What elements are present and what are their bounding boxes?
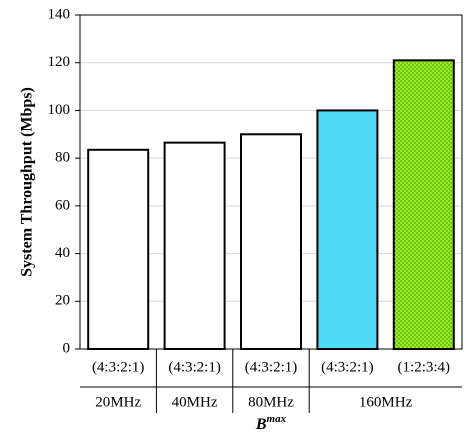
x-axis-title: Bmax <box>255 413 287 433</box>
x-tick-label: (1:2:3:4) <box>398 359 451 375</box>
x-axis-title-sup: max <box>267 413 287 425</box>
bar <box>163 141 226 350</box>
y-tick-label: 0 <box>63 340 71 356</box>
y-tick-label: 80 <box>55 150 70 166</box>
bar <box>392 59 455 350</box>
x-tick-label: (4:3:2:1) <box>92 359 145 375</box>
x-tick-label: (4:3:2:1) <box>168 359 221 375</box>
bar <box>240 133 302 350</box>
x-tick-label: (4:3:2:1) <box>321 359 374 375</box>
y-tick-label: 100 <box>48 102 71 118</box>
group-label: 160MHz <box>359 394 413 410</box>
y-tick-label: 20 <box>55 293 70 309</box>
y-tick-label: 60 <box>55 197 70 213</box>
bar <box>316 109 379 350</box>
x-axis-title-main: B <box>255 416 267 433</box>
y-tick-label: 140 <box>48 6 71 22</box>
x-tick-label: (4:3:2:1) <box>245 359 298 375</box>
y-tick-label: 40 <box>55 245 70 261</box>
y-axis-title: System Throughput (Mbps) <box>19 87 36 277</box>
group-label: 80MHz <box>248 394 294 410</box>
y-tick-label: 120 <box>48 54 71 70</box>
group-label: 40MHz <box>172 394 218 410</box>
bar <box>87 148 150 350</box>
group-label: 20MHz <box>95 394 141 410</box>
